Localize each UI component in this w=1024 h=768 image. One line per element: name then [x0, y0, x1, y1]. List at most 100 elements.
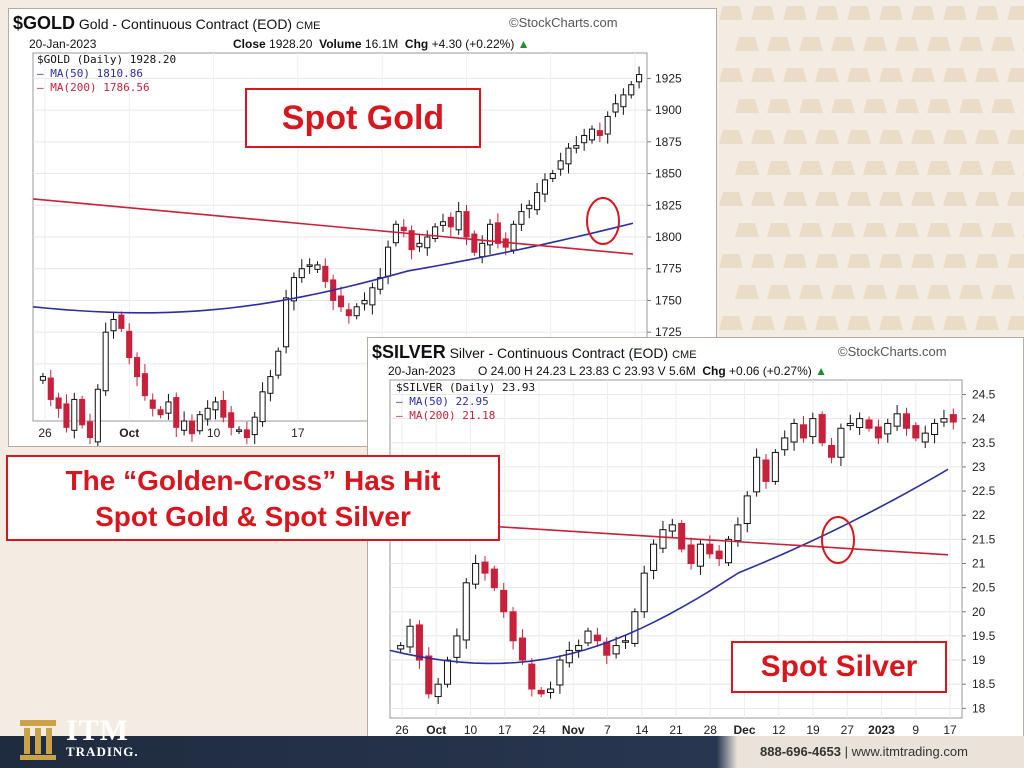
candle-body: [314, 264, 321, 270]
candle-body: [259, 391, 266, 423]
candle-body: [781, 437, 789, 451]
bg-bar-shape: [783, 68, 807, 82]
x-tick-label: 14: [635, 723, 649, 737]
candle-body: [306, 264, 313, 267]
bg-bar-shape: [943, 316, 967, 330]
candle-body: [212, 401, 219, 411]
bg-bar-shape: [799, 99, 823, 113]
golden-cross-circle: [586, 197, 620, 245]
silver-exchange: CME: [672, 349, 697, 361]
bg-bar-shape: [815, 192, 839, 206]
candle-body: [620, 94, 627, 108]
silver-quote-line: O 24.00 H 24.23 L 23.83 C 23.93 V 5.6M C…: [478, 364, 828, 378]
candle-body: [893, 413, 901, 427]
candle-body: [408, 230, 415, 251]
bg-bar-shape: [751, 316, 775, 330]
bg-bar-shape: [991, 37, 1015, 51]
candle-body: [884, 422, 892, 435]
bg-bar-shape: [991, 285, 1015, 299]
silver-legend-main: $SILVER (Daily) 23.93: [396, 381, 536, 394]
bg-bar-shape: [975, 254, 999, 268]
bg-bar-shape: [863, 161, 887, 175]
x-tick-label: Dec: [733, 723, 755, 737]
bg-bar-shape: [1007, 130, 1024, 144]
bg-bar-shape: [735, 223, 759, 237]
bg-bar-shape: [767, 99, 791, 113]
bg-bar-shape: [959, 99, 983, 113]
candle-body: [283, 297, 290, 348]
candle-body: [790, 422, 798, 443]
bg-bar-shape: [959, 223, 983, 237]
candle-body: [79, 398, 86, 426]
silver-date: 20-Jan-2023: [388, 364, 456, 378]
candle-body: [385, 246, 392, 277]
silver-legend-ma50: — MA(50) 22.95: [396, 395, 489, 408]
candle-body: [818, 414, 826, 444]
candle-body: [134, 357, 141, 378]
bg-bar-shape: [927, 285, 951, 299]
candle-body: [345, 309, 352, 317]
bg-bar-shape: [719, 68, 743, 82]
ma50-line: [32, 222, 634, 314]
candle-body: [220, 399, 227, 418]
candle-body: [443, 659, 452, 685]
candle-body: [47, 377, 54, 400]
candle-body: [392, 223, 399, 244]
y-tick-label: 22.5: [972, 484, 996, 498]
y-tick-label: 19.5: [972, 629, 996, 643]
candle-body: [173, 397, 180, 428]
candle-body: [584, 630, 592, 644]
bg-bar-shape: [911, 130, 935, 144]
bg-bar-shape: [863, 285, 887, 299]
candle-body: [157, 409, 164, 416]
candle-body: [55, 397, 62, 409]
bg-bar-shape: [879, 68, 903, 82]
gold-chart-title: $GOLD Gold - Continuous Contract (EOD) C…: [13, 13, 320, 34]
x-tick-label: 2023: [868, 723, 895, 737]
website-link[interactable]: www.itmtrading.com: [851, 744, 968, 759]
candle-body: [518, 637, 526, 661]
bg-bar-shape: [783, 192, 807, 206]
x-tick-label: Nov: [562, 723, 585, 737]
bg-bar-shape: [815, 6, 839, 20]
itm-brand-sub: TRADING.: [66, 744, 139, 759]
bg-bar-shape: [911, 192, 935, 206]
silver-legend-ma200: — MA(200) 21.18: [396, 409, 496, 422]
candle-body: [874, 426, 882, 439]
candle-body: [547, 688, 555, 694]
candle-body: [322, 265, 329, 282]
candle-body: [196, 414, 203, 432]
y-tick-label: 23.5: [972, 436, 996, 450]
x-tick-label: 10: [464, 723, 478, 737]
candle-body: [126, 330, 133, 359]
x-tick-label: 19: [806, 723, 820, 737]
bg-bar-shape: [751, 68, 775, 82]
bg-bar-shape: [719, 254, 743, 268]
bg-bar-shape: [895, 161, 919, 175]
candle-body: [940, 418, 948, 423]
bg-bar-shape: [847, 316, 871, 330]
candle-body: [377, 277, 384, 290]
bg-bar-shape: [1007, 192, 1024, 206]
candle-body: [902, 413, 911, 429]
candle-body: [486, 223, 494, 246]
bg-bar-shape: [799, 285, 823, 299]
gold-stockcharts-logo: ©StockCharts.com: [509, 15, 618, 30]
bg-bar-shape: [927, 223, 951, 237]
candle-body: [612, 103, 619, 113]
candle-body: [235, 429, 243, 432]
candle-body: [526, 204, 533, 210]
x-tick-label: 24: [532, 723, 546, 737]
candle-body: [734, 524, 742, 542]
y-tick-label: 1725: [655, 325, 682, 339]
footer-background: [0, 736, 1024, 768]
bg-bar-shape: [943, 6, 967, 20]
candle-body: [481, 561, 489, 574]
bg-bar-shape: [847, 68, 871, 82]
bg-bar-shape: [847, 254, 871, 268]
bg-bar-shape: [863, 223, 887, 237]
bg-bar-shape: [879, 130, 903, 144]
y-tick-label: 21.5: [972, 532, 996, 546]
y-tick-label: 24: [972, 412, 986, 426]
bg-bar-shape: [751, 6, 775, 20]
